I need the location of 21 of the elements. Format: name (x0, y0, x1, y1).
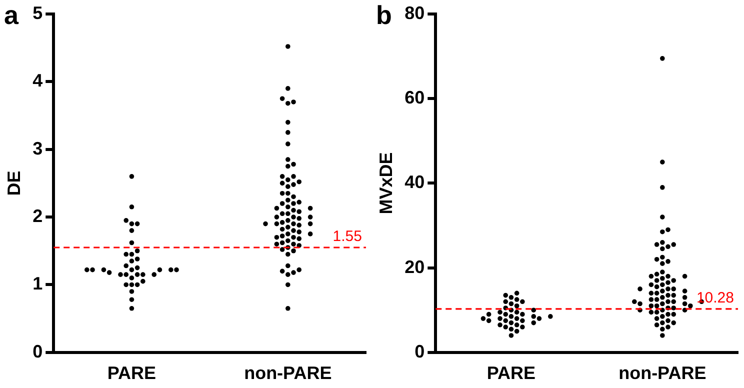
x-tick-label: PARE (486, 363, 536, 384)
y-tick-label: 4 (32, 70, 43, 91)
ref-line-label: 10.28 (696, 290, 734, 307)
chart-title: b (376, 0, 392, 30)
y-tick-label: 60 (404, 88, 425, 108)
y-tick-label: 3 (32, 138, 43, 158)
y-tick-label: 80 (404, 2, 425, 23)
x-tick-label: non-PARE (244, 363, 332, 384)
y-tick-label: 20 (404, 256, 425, 277)
chart-title: a (4, 0, 19, 30)
y-tick-label: 0 (32, 341, 43, 362)
y-tick-label: 40 (404, 172, 425, 192)
y-tick-label: 0 (414, 341, 425, 362)
x-tick-label: PARE (107, 363, 156, 384)
y-tick-label: 1 (32, 274, 43, 294)
y-tick-label: 2 (32, 206, 43, 226)
y-axis-title: MVxDE (376, 152, 396, 214)
ref-line-label: 1.55 (332, 228, 362, 246)
y-axis-title: DE (4, 170, 24, 196)
x-tick-label: non-PARE (618, 363, 706, 384)
y-tick-label: 5 (32, 2, 43, 23)
